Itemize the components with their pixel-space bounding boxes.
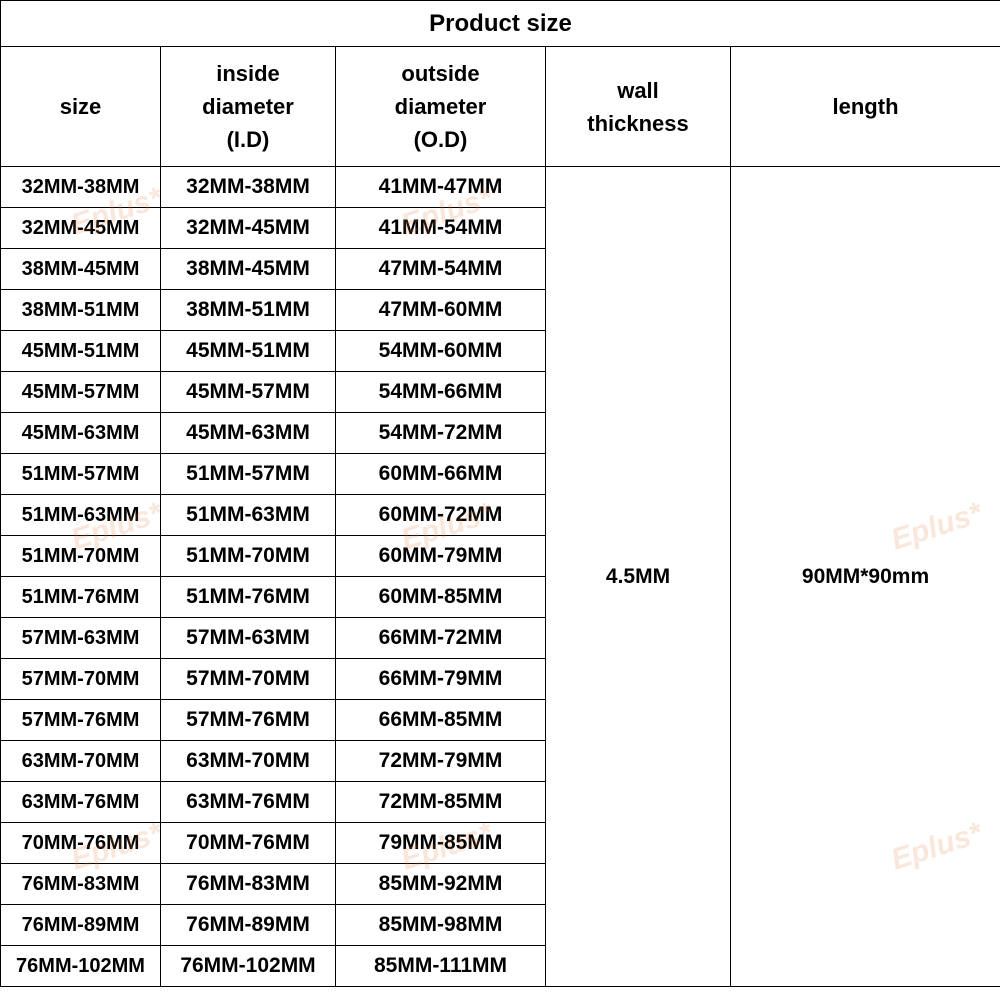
cell-inside-diameter: 32MM-38MM [161,167,336,208]
cell-inside-diameter: 51MM-63MM [161,495,336,536]
cell-outside-diameter: 41MM-47MM [336,167,546,208]
col-header-od: outsidediameter(O.D) [336,47,546,167]
cell-outside-diameter: 47MM-54MM [336,249,546,290]
cell-inside-diameter: 38MM-45MM [161,249,336,290]
cell-size: 76MM-83MM [1,864,161,905]
cell-inside-diameter: 76MM-89MM [161,905,336,946]
cell-outside-diameter: 60MM-79MM [336,536,546,577]
cell-size: 57MM-63MM [1,618,161,659]
cell-inside-diameter: 57MM-63MM [161,618,336,659]
cell-outside-diameter: 54MM-66MM [336,372,546,413]
cell-size: 32MM-45MM [1,208,161,249]
cell-inside-diameter: 57MM-76MM [161,700,336,741]
cell-wall-thickness: 4.5MM [546,167,731,987]
cell-size: 76MM-89MM [1,905,161,946]
cell-inside-diameter: 45MM-63MM [161,413,336,454]
cell-size: 51MM-70MM [1,536,161,577]
cell-inside-diameter: 76MM-83MM [161,864,336,905]
cell-inside-diameter: 57MM-70MM [161,659,336,700]
cell-inside-diameter: 63MM-70MM [161,741,336,782]
col-header-size: size [1,47,161,167]
cell-size: 51MM-76MM [1,577,161,618]
cell-size: 51MM-57MM [1,454,161,495]
cell-size: 63MM-70MM [1,741,161,782]
cell-outside-diameter: 54MM-60MM [336,331,546,372]
cell-inside-diameter: 70MM-76MM [161,823,336,864]
table-title: Product size [1,1,1000,47]
cell-inside-diameter: 45MM-57MM [161,372,336,413]
cell-outside-diameter: 85MM-92MM [336,864,546,905]
cell-inside-diameter: 76MM-102MM [161,946,336,987]
col-header-wall: wallthickness [546,47,731,167]
cell-size: 51MM-63MM [1,495,161,536]
cell-outside-diameter: 79MM-85MM [336,823,546,864]
cell-size: 38MM-45MM [1,249,161,290]
cell-inside-diameter: 32MM-45MM [161,208,336,249]
cell-outside-diameter: 66MM-85MM [336,700,546,741]
cell-outside-diameter: 54MM-72MM [336,413,546,454]
cell-inside-diameter: 45MM-51MM [161,331,336,372]
cell-inside-diameter: 51MM-57MM [161,454,336,495]
cell-outside-diameter: 66MM-72MM [336,618,546,659]
cell-size: 63MM-76MM [1,782,161,823]
col-header-id: insidediameter(I.D) [161,47,336,167]
cell-length: 90MM*90mm [731,167,1000,987]
cell-inside-diameter: 38MM-51MM [161,290,336,331]
cell-outside-diameter: 85MM-98MM [336,905,546,946]
cell-outside-diameter: 72MM-79MM [336,741,546,782]
col-header-length: length [731,47,1000,167]
cell-outside-diameter: 72MM-85MM [336,782,546,823]
cell-outside-diameter: 85MM-111MM [336,946,546,987]
cell-outside-diameter: 60MM-85MM [336,577,546,618]
cell-outside-diameter: 41MM-54MM [336,208,546,249]
product-size-table: Product size size insidediameter(I.D) ou… [0,0,1000,987]
cell-size: 70MM-76MM [1,823,161,864]
cell-size: 45MM-51MM [1,331,161,372]
cell-size: 38MM-51MM [1,290,161,331]
cell-size: 76MM-102MM [1,946,161,987]
cell-size: 45MM-63MM [1,413,161,454]
cell-inside-diameter: 51MM-70MM [161,536,336,577]
cell-size: 45MM-57MM [1,372,161,413]
cell-size: 57MM-70MM [1,659,161,700]
cell-outside-diameter: 60MM-72MM [336,495,546,536]
cell-outside-diameter: 47MM-60MM [336,290,546,331]
table-row: 32MM-38MM32MM-38MM41MM-47MM4.5MM90MM*90m… [1,167,1000,208]
cell-size: 32MM-38MM [1,167,161,208]
cell-inside-diameter: 51MM-76MM [161,577,336,618]
cell-outside-diameter: 66MM-79MM [336,659,546,700]
cell-inside-diameter: 63MM-76MM [161,782,336,823]
cell-size: 57MM-76MM [1,700,161,741]
cell-outside-diameter: 60MM-66MM [336,454,546,495]
